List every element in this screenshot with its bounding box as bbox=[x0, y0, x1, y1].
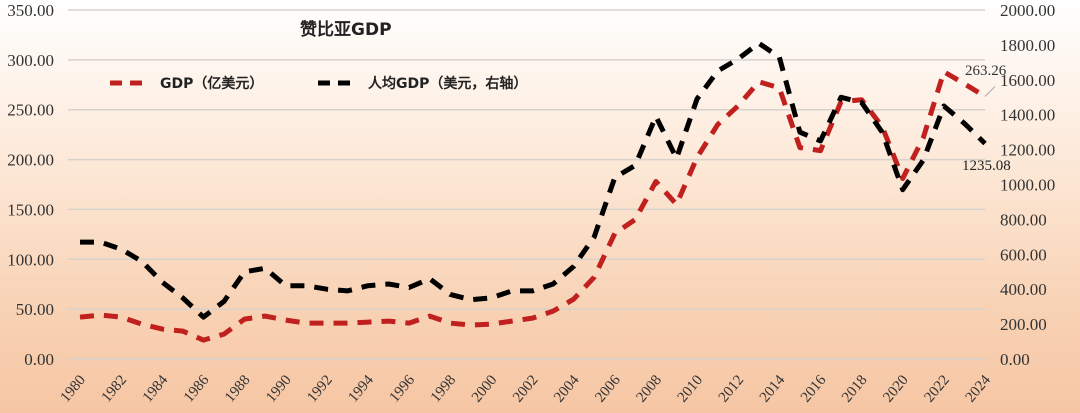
left-tick-label: 250.00 bbox=[7, 101, 54, 120]
x-tick-label: 2000 bbox=[469, 372, 501, 405]
annotation-gdp-2024: 263.26 bbox=[965, 63, 1007, 79]
legend-label-gdp: GDP（亿美元） bbox=[160, 75, 263, 92]
gridlines bbox=[68, 9, 985, 360]
x-axis-ticks: 1980 1982 1984 1986 1988 1990 1992 1994 1996 1998… bbox=[58, 372, 995, 406]
x-tick-label: 1998 bbox=[428, 372, 460, 405]
chart-title: 赞比亚GDP bbox=[299, 19, 392, 40]
annotation-per-capita-2024: 1235.08 bbox=[962, 158, 1011, 174]
left-tick-label: 150.00 bbox=[7, 200, 54, 219]
x-tick-label: 2002 bbox=[510, 372, 542, 405]
x-tick-label: 1986 bbox=[181, 372, 213, 406]
left-tick-label: 50.00 bbox=[16, 300, 54, 319]
right-tick-label: 1400.00 bbox=[1000, 106, 1055, 125]
right-tick-label: 1800.00 bbox=[1000, 36, 1055, 55]
x-tick-label: 2016 bbox=[798, 372, 830, 406]
x-tick-label: 1984 bbox=[140, 372, 172, 406]
x-tick-label: 1992 bbox=[304, 372, 336, 405]
right-axis-ticks: 0.00 200.00 400.00 600.00 800.00 1000.00 1200.… bbox=[1000, 1, 1055, 369]
right-tick-label: 800.00 bbox=[1000, 210, 1047, 229]
x-tick-label: 2022 bbox=[921, 372, 953, 405]
right-tick-label: 1200.00 bbox=[1000, 141, 1055, 160]
x-tick-label: 2004 bbox=[551, 372, 583, 406]
annotation-leader bbox=[984, 86, 996, 97]
left-tick-label: 0.00 bbox=[24, 350, 54, 369]
x-tick-label: 2012 bbox=[716, 372, 748, 405]
right-tick-label: 1000.00 bbox=[1000, 176, 1055, 195]
left-tick-label: 300.00 bbox=[7, 51, 54, 70]
left-tick-label: 200.00 bbox=[7, 151, 54, 170]
series-line-gdp bbox=[79, 69, 987, 343]
legend: GDP（亿美元） 人均GDP（美元，右轴） bbox=[110, 75, 527, 92]
legend-label-per-capita: 人均GDP（美元，右轴） bbox=[368, 75, 527, 92]
right-tick-label: 200.00 bbox=[1000, 315, 1047, 334]
left-axis-ticks: 0.00 50.00 100.00 150.00 200.00 250.00 300.00 3… bbox=[7, 1, 54, 369]
x-tick-label: 2006 bbox=[592, 372, 624, 406]
right-tick-label: 1600.00 bbox=[1000, 71, 1055, 90]
right-tick-label: 0.00 bbox=[1000, 350, 1030, 369]
left-tick-label: 100.00 bbox=[7, 250, 54, 269]
x-tick-label: 1982 bbox=[99, 372, 131, 405]
x-tick-label: 2010 bbox=[675, 372, 707, 405]
right-tick-label: 400.00 bbox=[1000, 280, 1047, 299]
x-tick-label: 1988 bbox=[222, 372, 254, 405]
x-tick-label: 2020 bbox=[880, 372, 912, 405]
x-tick-label: 2014 bbox=[757, 372, 789, 406]
x-tick-label: 2008 bbox=[633, 372, 665, 405]
right-tick-label: 2000.00 bbox=[1000, 1, 1055, 20]
x-tick-label: 1990 bbox=[263, 372, 295, 405]
x-tick-label: 2018 bbox=[839, 372, 871, 405]
x-tick-label: 2024 bbox=[963, 372, 995, 406]
series-lines bbox=[79, 40, 996, 343]
x-tick-label: 1980 bbox=[58, 372, 90, 405]
series-line-per-capita bbox=[80, 40, 987, 320]
x-tick-label: 1994 bbox=[345, 372, 377, 406]
right-tick-label: 600.00 bbox=[1000, 245, 1047, 264]
x-tick-label: 1996 bbox=[387, 372, 419, 406]
left-tick-label: 350.00 bbox=[7, 1, 54, 20]
